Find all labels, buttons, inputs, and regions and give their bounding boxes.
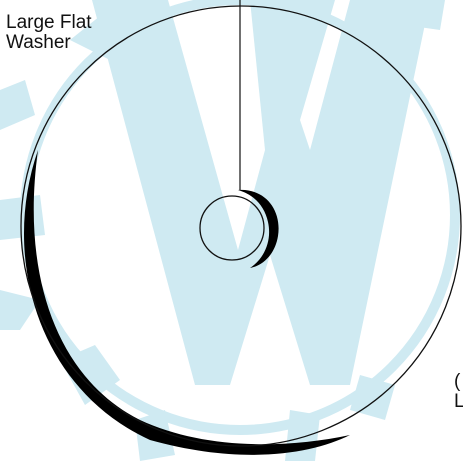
watermark-w bbox=[92, 0, 430, 385]
partial-label-line1: ( bbox=[454, 372, 463, 392]
part-label: Large Flat Washer bbox=[6, 13, 92, 53]
partial-label-line2: L bbox=[454, 392, 463, 412]
part-label-line1: Large Flat bbox=[6, 13, 92, 33]
partial-label: ( L bbox=[454, 372, 463, 412]
part-label-line2: Washer bbox=[6, 33, 92, 53]
